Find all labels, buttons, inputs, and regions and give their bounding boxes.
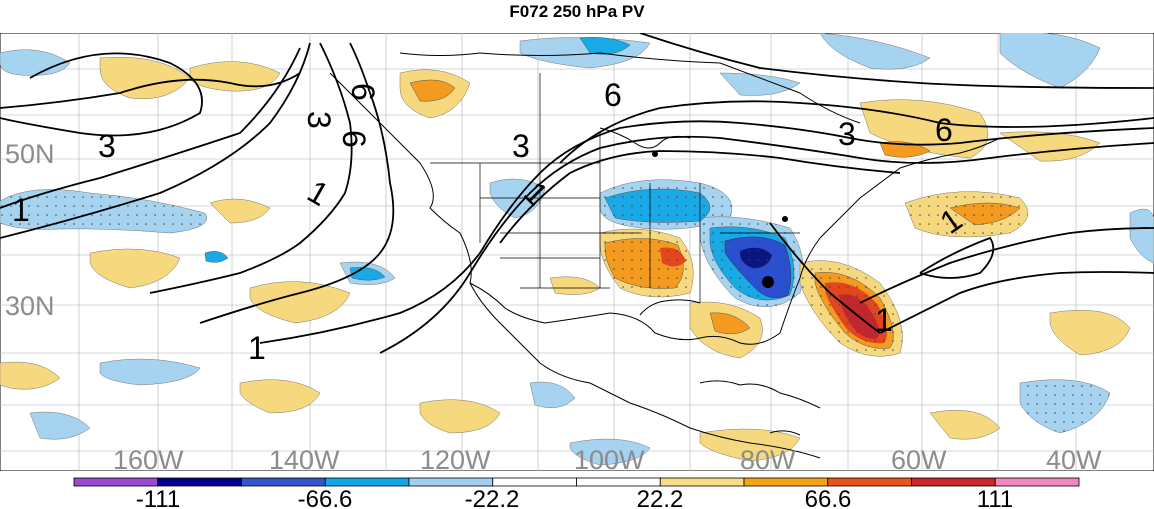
colorbar-tick: 111: [977, 486, 1013, 509]
contour-label: 6: [935, 112, 953, 148]
pv-contours: [0, 33, 1154, 354]
colorbar-swatch: [492, 477, 577, 487]
contour-label: 6: [604, 77, 622, 113]
lon-label-100w: 100W: [574, 445, 645, 471]
colorbar-swatch: [659, 477, 745, 487]
colorbar-swatch: [743, 477, 829, 487]
lon-label-40w: 40W: [1046, 445, 1102, 471]
colorbar-swatch: [408, 477, 494, 487]
colorbar-tick: -66.6: [298, 486, 353, 509]
colorbar-swatch: [73, 477, 159, 487]
contour-label: 1: [875, 302, 893, 338]
colorbar-swatches: [73, 477, 1080, 487]
lon-label-80w: 80W: [740, 445, 796, 471]
contour-label: 3: [838, 116, 856, 152]
contour-label: 1: [248, 330, 266, 366]
contour-label: 1: [12, 192, 30, 228]
station-marker: [782, 216, 788, 222]
station-marker: [652, 151, 658, 157]
colorbar-swatch: [827, 477, 912, 487]
storm-center-marker: [762, 276, 774, 288]
contour-labels: 1 1 1 1 3 3 3 3 6 6 6 6 1 1: [12, 77, 969, 366]
colorbar-swatch: [994, 477, 1080, 487]
markers: [652, 151, 788, 288]
contour-label: 3: [98, 128, 116, 164]
colorbar-tick: 22.2: [637, 486, 684, 509]
colorbar-swatch: [911, 477, 996, 487]
lon-label-60w: 60W: [891, 445, 947, 471]
axis-labels: 50N 30N 160W 140W 120W 100W 80W 60W 40W: [5, 139, 1102, 471]
contour-label: 6: [345, 83, 381, 101]
lon-label-160w: 160W: [113, 445, 184, 471]
contour-label: 6: [336, 130, 372, 148]
pv-map: 1 1 1 1 3 3 3 3 6 6 6 6 1 1 50N 30N 160W…: [0, 33, 1154, 471]
colorbar-tick: -22.2: [465, 486, 520, 509]
colorbar-swatch: [157, 477, 242, 487]
colorbar-ticks: -111 -66.6 -22.2 22.2 66.6 111: [136, 486, 1013, 509]
contour-label: 3: [301, 111, 337, 129]
lon-label-120w: 120W: [420, 445, 491, 471]
contour-label: 3: [512, 128, 530, 164]
colorbar-swatch: [324, 477, 410, 487]
colorbar-tick: 66.6: [805, 486, 852, 509]
pv-anomaly-shading: [0, 33, 1154, 466]
lat-label-30n: 30N: [5, 291, 55, 321]
colorbar: -111 -66.6 -22.2 22.2 66.6 111: [73, 477, 1080, 509]
colorbar-swatch: [576, 477, 661, 487]
lat-label-50n: 50N: [5, 139, 55, 169]
lon-label-140w: 140W: [269, 445, 340, 471]
map-title: F072 250 hPa PV: [509, 2, 645, 21]
colorbar-swatch: [241, 477, 326, 487]
colorbar-tick: -111: [136, 486, 180, 509]
